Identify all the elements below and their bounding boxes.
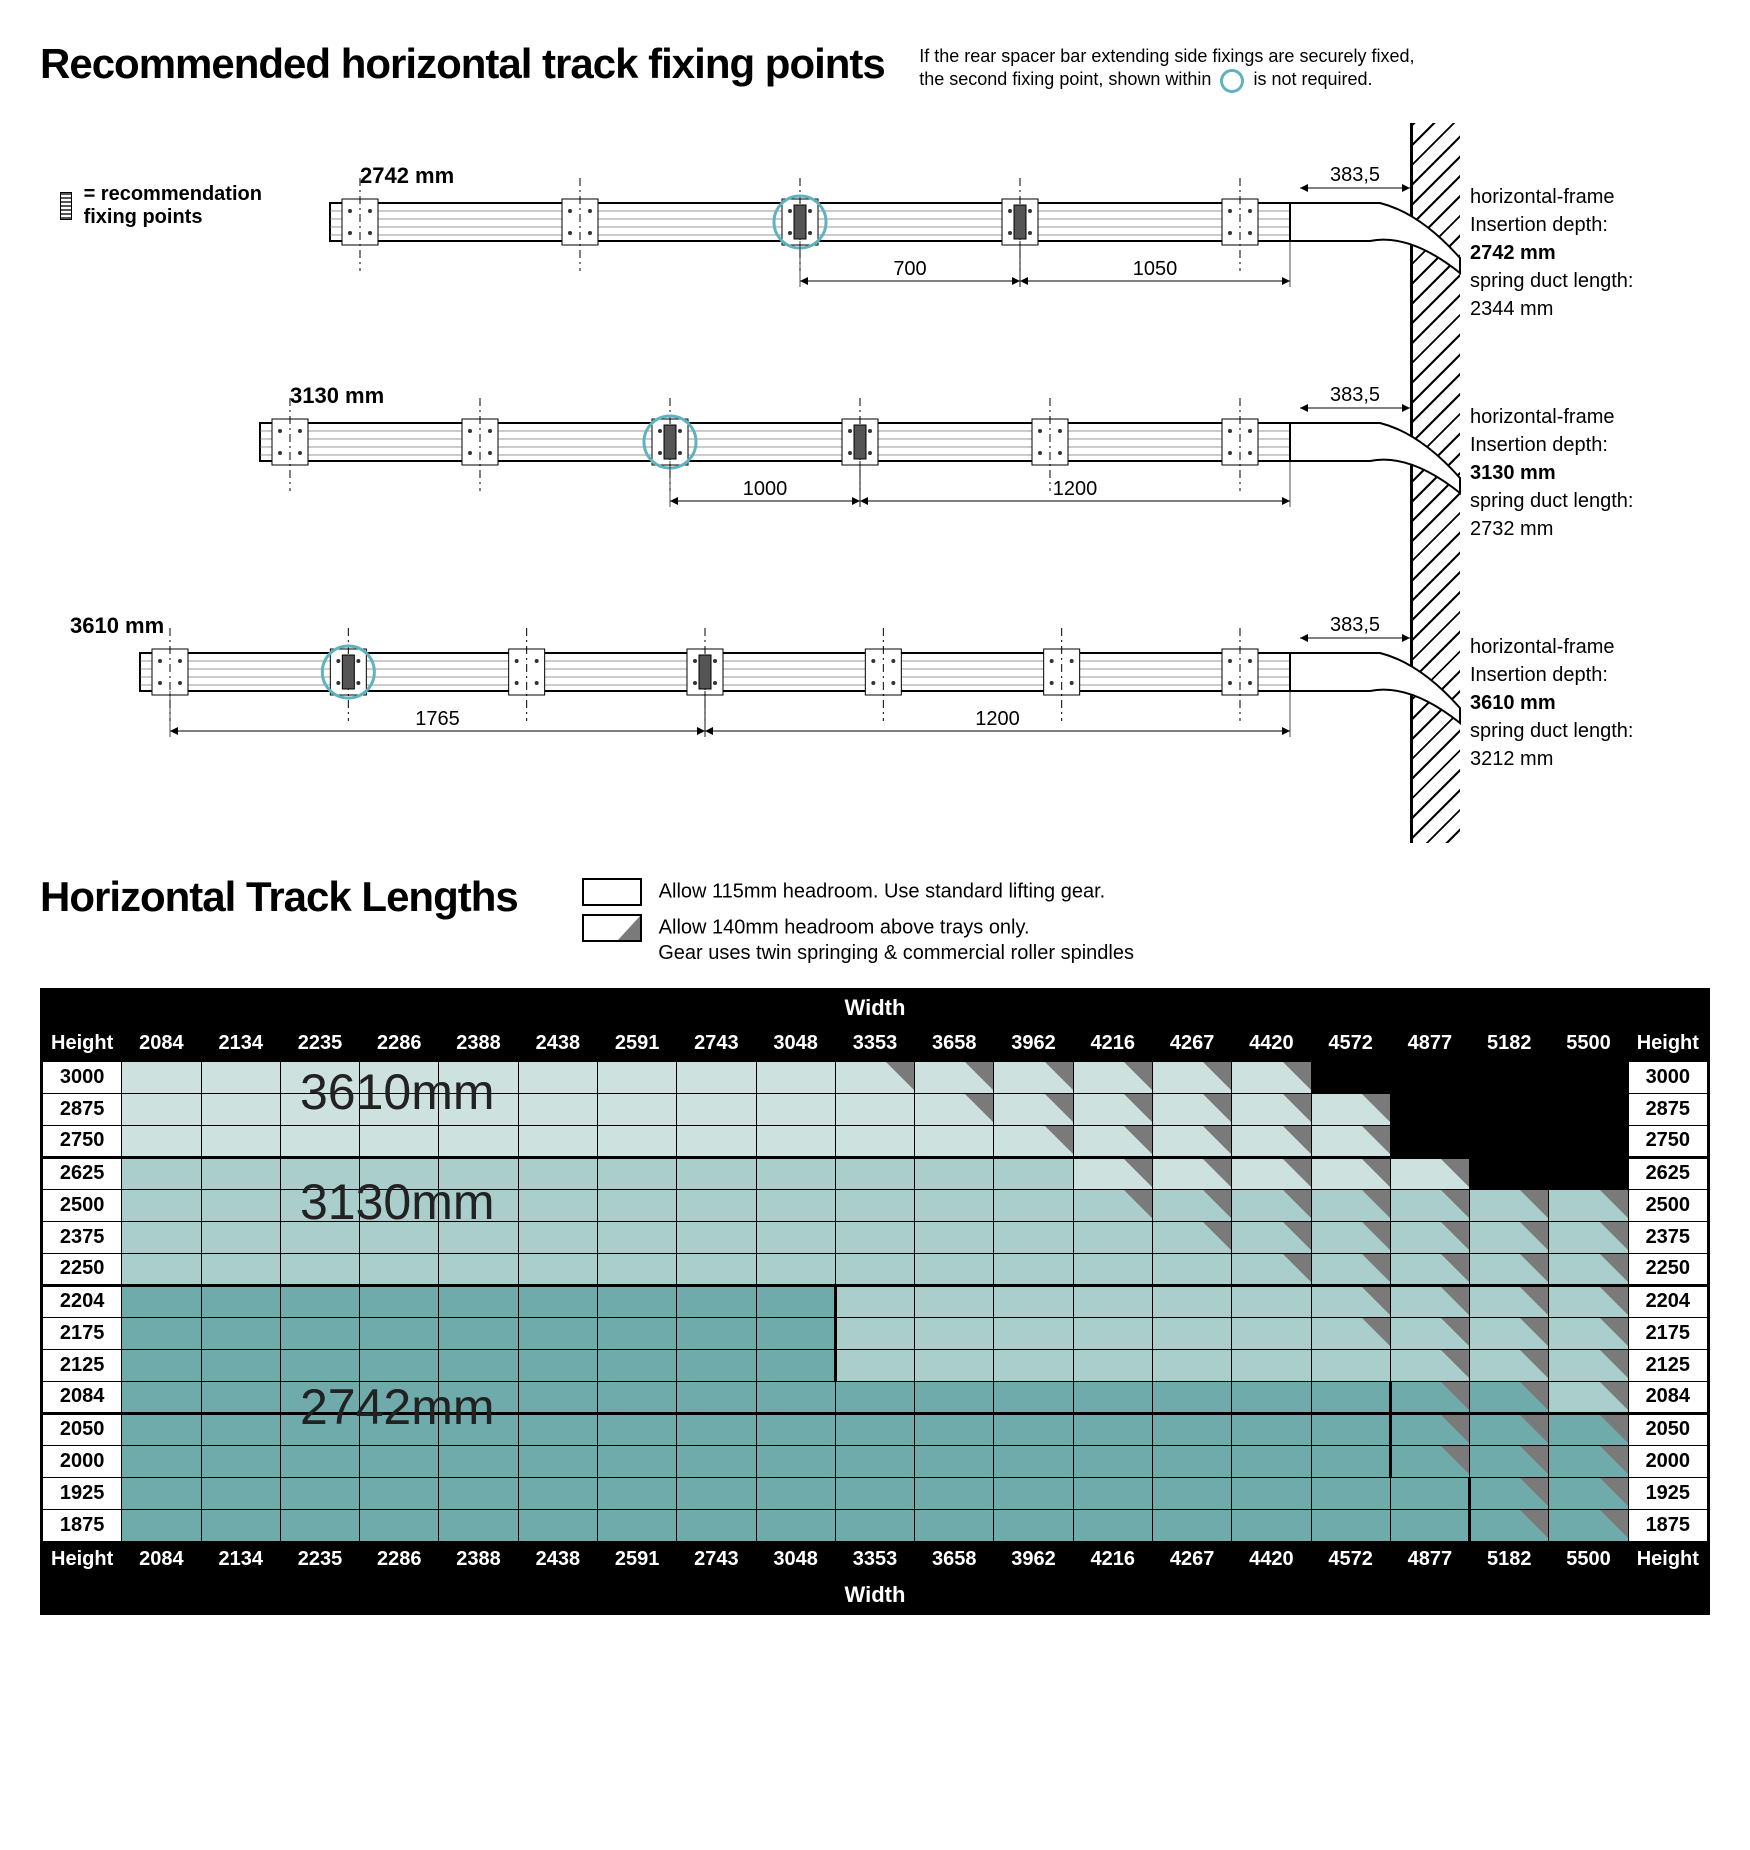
legend-2: Allow 115mm headroom. Use standard lifti… [582, 878, 1134, 973]
track-diagram-0: 2742 mm383,57001050horizontal-frameInser… [40, 163, 1740, 393]
track-info: horizontal-frameInsertion depth:3130 mms… [1470, 403, 1633, 543]
track-diagram-2: 3610 mm383,517651200horizontal-frameInse… [40, 613, 1740, 843]
svg-text:700: 700 [893, 258, 926, 280]
lengths-table: WidthHeight20842134223522862388243825912… [42, 990, 1708, 1613]
circle-inline-icon [1220, 69, 1244, 93]
table-container: WidthHeight20842134223522862388243825912… [40, 988, 1710, 1615]
track-info: horizontal-frameInsertion depth:3610 mms… [1470, 633, 1633, 773]
section-1-header: Recommended horizontal track fixing poin… [40, 40, 1710, 93]
svg-text:1200: 1200 [975, 708, 1020, 730]
title-note: If the rear spacer bar extending side fi… [919, 45, 1414, 93]
legend-box-plain [582, 878, 642, 906]
diagram-area: = recommendation fixing points 2742 mm38… [40, 123, 1710, 843]
svg-text:383,5: 383,5 [1330, 164, 1380, 186]
track-info: horizontal-frameInsertion depth:2742 mms… [1470, 183, 1633, 323]
svg-text:1000: 1000 [743, 478, 788, 500]
title-main-2: Horizontal Track Lengths [40, 873, 518, 921]
legend-box-triangle [582, 914, 642, 942]
svg-text:1765: 1765 [415, 708, 460, 730]
track-diagram-1: 3130 mm383,510001200horizontal-frameInse… [40, 383, 1740, 613]
svg-text:383,5: 383,5 [1330, 384, 1380, 406]
svg-text:383,5: 383,5 [1330, 614, 1380, 636]
svg-text:1050: 1050 [1133, 258, 1178, 280]
section-2-header: Horizontal Track Lengths Allow 115mm hea… [40, 843, 1710, 973]
title-main-1: Recommended horizontal track fixing poin… [40, 40, 885, 88]
svg-text:1200: 1200 [1053, 478, 1098, 500]
